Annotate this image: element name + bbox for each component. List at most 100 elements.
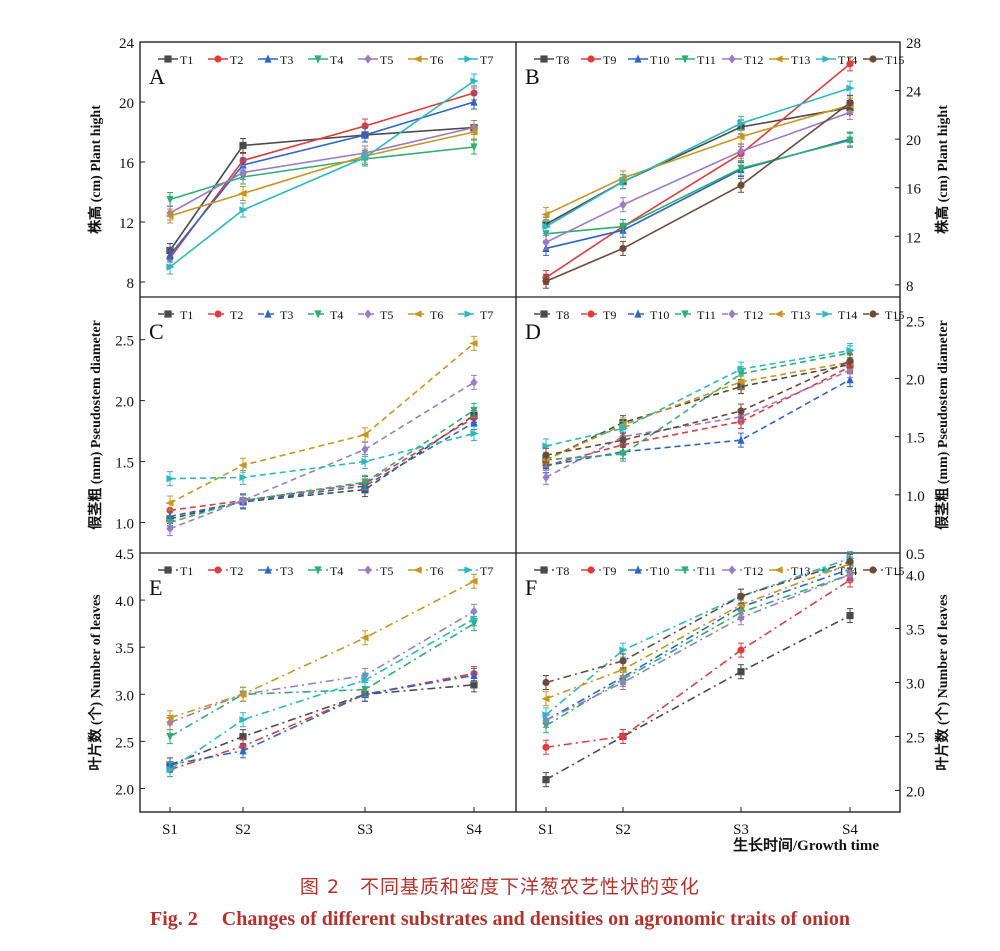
data-point bbox=[619, 450, 627, 459]
legend-marker bbox=[540, 55, 548, 63]
data-point bbox=[166, 475, 175, 483]
legend-marker bbox=[681, 566, 689, 575]
data-point bbox=[166, 733, 174, 742]
y-tick-label: 12 bbox=[119, 216, 134, 232]
y-axis-title: 株高 (cm) Plant hight bbox=[87, 105, 104, 234]
data-point bbox=[619, 178, 628, 186]
legend-label: T9 bbox=[603, 53, 616, 67]
series-line bbox=[545, 369, 851, 479]
data-point bbox=[737, 164, 745, 173]
data-point bbox=[361, 457, 370, 466]
legend-label: T4 bbox=[330, 564, 343, 578]
data-point bbox=[737, 181, 745, 189]
legend-marker bbox=[364, 54, 372, 64]
series-t12 bbox=[542, 104, 854, 250]
y-tick-label: 0.5 bbox=[906, 547, 925, 563]
data-point bbox=[470, 615, 479, 623]
series-line bbox=[545, 573, 851, 727]
series-t13 bbox=[541, 97, 854, 222]
series-line bbox=[545, 563, 851, 700]
series-line bbox=[545, 614, 851, 781]
data-point bbox=[737, 435, 745, 444]
series-line bbox=[545, 352, 851, 461]
y-tick-label: 2.5 bbox=[906, 730, 925, 746]
y-axis-title: 假茎粗 (mm) Pseudostem diameter bbox=[87, 320, 104, 530]
y-tick-label: 2.5 bbox=[906, 314, 925, 330]
data-point bbox=[469, 339, 478, 347]
legend-marker bbox=[314, 55, 322, 64]
legend-label: T6 bbox=[430, 53, 443, 67]
data-point bbox=[737, 668, 745, 676]
legend-marker bbox=[413, 55, 422, 63]
panel-label: C bbox=[149, 319, 164, 344]
series-t7 bbox=[166, 426, 479, 487]
legend-marker bbox=[264, 54, 272, 63]
legend-label: T1 bbox=[180, 53, 193, 67]
series-line bbox=[545, 361, 851, 461]
series-line bbox=[169, 432, 475, 480]
legend-marker bbox=[587, 55, 595, 63]
data-point bbox=[619, 222, 627, 232]
y-tick-label: 2.5 bbox=[115, 735, 134, 751]
data-point bbox=[619, 732, 627, 741]
legend-marker bbox=[264, 309, 272, 318]
data-point bbox=[542, 451, 550, 459]
data-point bbox=[737, 407, 745, 415]
data-point bbox=[846, 558, 854, 566]
panel-label: A bbox=[149, 64, 165, 89]
legend-label: T15 bbox=[885, 308, 904, 322]
legend-label: T8 bbox=[556, 308, 569, 322]
legend: T8 T9 T10 T11 T12 T13 T14 T15 bbox=[534, 308, 904, 322]
y-tick-label: 3.5 bbox=[906, 623, 925, 639]
data-point bbox=[361, 685, 369, 695]
data-point bbox=[846, 60, 854, 68]
x-tick-label: S2 bbox=[235, 822, 251, 838]
data-point bbox=[166, 250, 174, 259]
data-point bbox=[846, 569, 854, 580]
y-tick-label: 1.5 bbox=[115, 456, 134, 472]
data-point bbox=[619, 677, 627, 688]
series-t4 bbox=[166, 616, 478, 745]
data-point bbox=[846, 99, 854, 107]
legend-label: T8 bbox=[556, 53, 569, 67]
series-line bbox=[545, 106, 851, 225]
data-point bbox=[469, 577, 478, 585]
legend-marker bbox=[681, 55, 689, 64]
legend-marker bbox=[869, 55, 877, 63]
legend-label: T6 bbox=[430, 308, 443, 322]
legend-marker bbox=[214, 310, 222, 318]
legend-label: T3 bbox=[280, 308, 293, 322]
series-t7 bbox=[166, 73, 479, 275]
data-point bbox=[542, 230, 550, 239]
data-point bbox=[736, 378, 745, 386]
data-point bbox=[469, 128, 478, 136]
data-point bbox=[165, 212, 174, 220]
x-tick-label: S1 bbox=[538, 822, 554, 838]
legend: T1 T2 T3 T4 T5 T6 T7 bbox=[158, 564, 493, 578]
series-t14 bbox=[542, 80, 855, 235]
data-point bbox=[238, 461, 247, 469]
legend-label: T9 bbox=[603, 564, 616, 578]
legend-label: T13 bbox=[791, 53, 810, 67]
legend-label: T8 bbox=[556, 564, 569, 578]
panel-label: B bbox=[525, 64, 540, 89]
data-point bbox=[542, 277, 550, 285]
legend-marker bbox=[774, 310, 783, 318]
legend-label: T4 bbox=[330, 308, 343, 322]
legend-label: T14 bbox=[838, 308, 857, 322]
series-t9 bbox=[542, 572, 854, 755]
data-point bbox=[619, 424, 628, 433]
data-point bbox=[542, 711, 551, 719]
data-point bbox=[360, 634, 369, 642]
y-tick-label: 20 bbox=[906, 133, 921, 149]
data-point bbox=[238, 189, 247, 198]
data-point bbox=[470, 143, 478, 152]
data-point bbox=[542, 776, 550, 784]
figure-number: Fig. 2 bbox=[150, 908, 198, 930]
y-tick-label: 24 bbox=[906, 85, 922, 101]
series-line bbox=[545, 557, 851, 716]
legend-label: T13 bbox=[791, 308, 810, 322]
series-t11 bbox=[542, 132, 854, 242]
legend-marker bbox=[464, 310, 473, 318]
